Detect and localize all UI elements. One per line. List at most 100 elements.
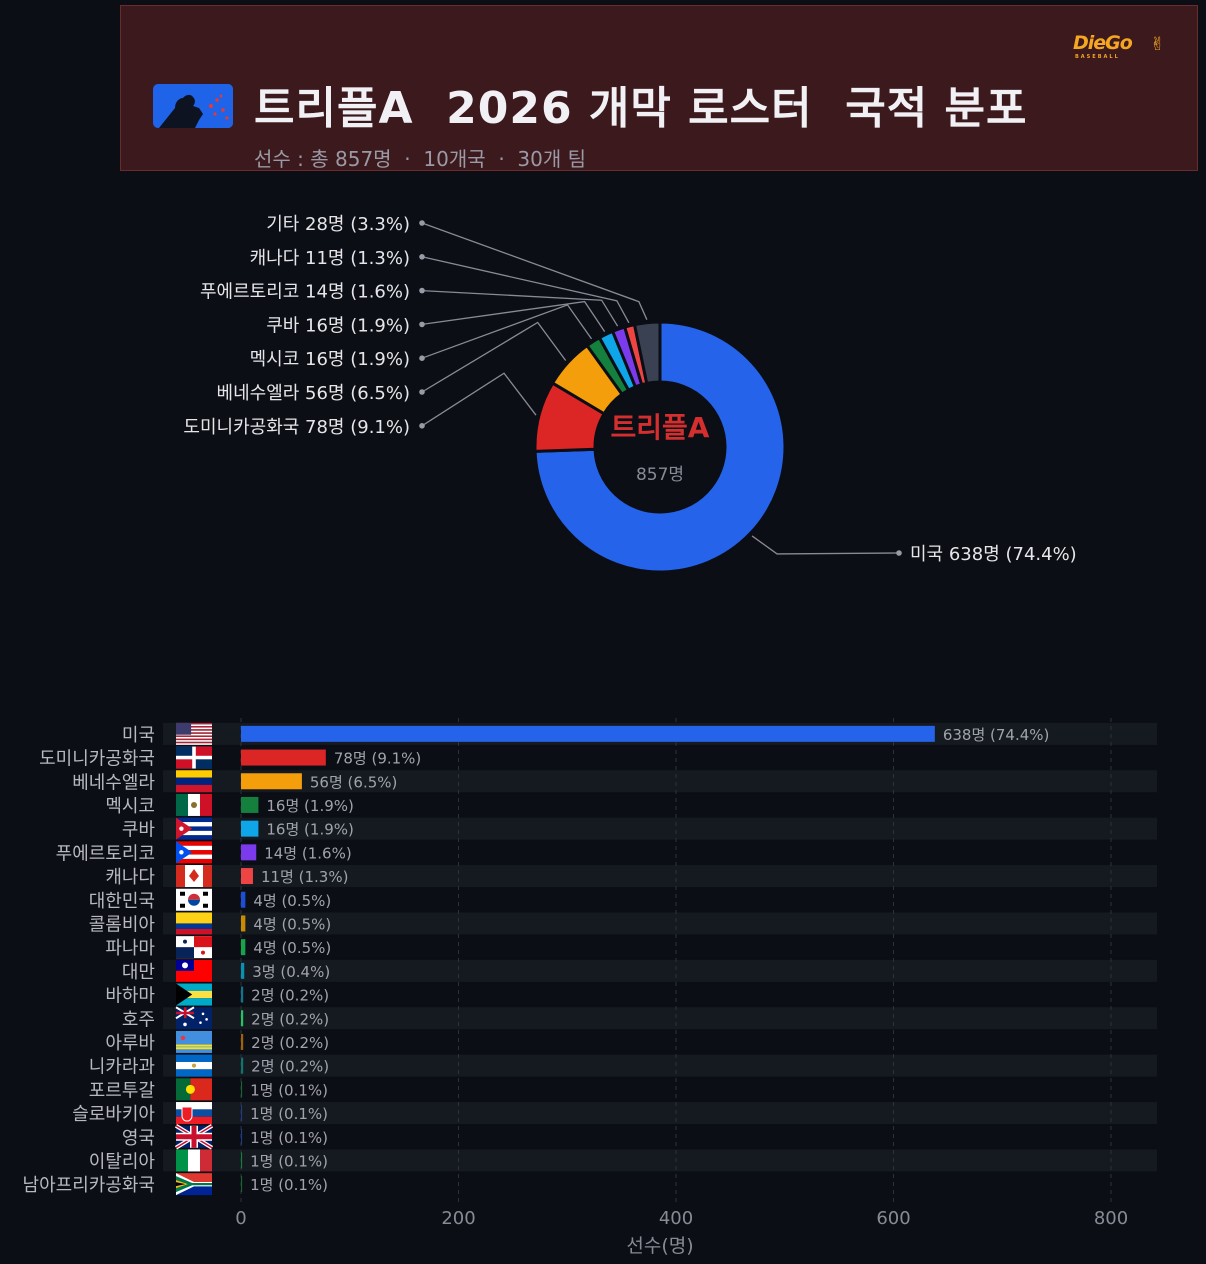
donut-leader-line — [421, 289, 619, 327]
bar-row-band — [163, 1125, 1157, 1148]
bar-value-label: 638명 (74.4%) — [943, 726, 1050, 744]
brand-subtitle: BASEBALL — [1075, 54, 1120, 60]
brand-name: DieGo — [1073, 32, 1133, 54]
bar-row-band — [163, 865, 1157, 888]
y-tick-label: 대만 — [122, 962, 155, 983]
bar — [241, 749, 326, 766]
bar — [241, 844, 257, 861]
bar — [241, 820, 259, 837]
flag-italy-icon — [176, 1149, 212, 1172]
donut-leader-line — [421, 372, 537, 427]
flag-panama-icon — [176, 936, 212, 959]
x-tick-label: 800 — [1094, 1208, 1128, 1229]
flag-canada-icon — [176, 865, 212, 888]
donut-leader-line — [421, 222, 648, 320]
bar-row-band — [163, 983, 1157, 1006]
brand-logo: DieGo BASEBALL ✌ — [1073, 32, 1173, 64]
y-tick-label: 대한민국 — [89, 891, 155, 912]
bar — [241, 1081, 243, 1098]
bar-value-label: 3명 (0.4%) — [252, 963, 330, 981]
donut-leader-dot — [419, 423, 425, 429]
y-tick-label: 파나마 — [105, 938, 155, 959]
bar-value-label: 2명 (0.2%) — [251, 1010, 329, 1028]
bar-row-band — [163, 841, 1157, 864]
donut-label: 쿠바 16명 (1.9%) — [266, 315, 410, 336]
mlb-batter-logo — [153, 84, 233, 128]
x-axis-label: 선수(명) — [626, 1235, 693, 1257]
bar — [241, 939, 246, 956]
bar — [241, 1152, 243, 1169]
donut-label: 멕시코 16명 (1.9%) — [250, 349, 410, 370]
flag-aruba-icon — [176, 1030, 212, 1053]
donut-label: 캐나다 11명 (1.3%) — [250, 248, 410, 269]
donut-leader-line — [421, 300, 606, 332]
bar-value-label: 2명 (0.2%) — [251, 1058, 329, 1076]
bar-value-label: 4명 (0.5%) — [253, 939, 331, 957]
page-subtitle: 선수 : 총 857명 · 10개국 · 30개 팀 — [254, 147, 587, 171]
bar-row-band — [163, 959, 1157, 982]
page-title: 트리플A 2026 개막 로스터 국적 분포 — [254, 83, 1028, 134]
bar-chart: 미국 638명 (74.4%) 도미니카공화국 78명 (9.1%) 베네수엘라 56명 … — [23, 718, 1157, 1257]
y-tick-label: 바하마 — [105, 986, 155, 1007]
bar-value-label: 2명 (0.2%) — [251, 987, 329, 1005]
donut-leader-dot — [419, 355, 425, 362]
bar — [241, 915, 246, 932]
flag-usa-icon — [176, 722, 212, 745]
flag-colombia-icon — [176, 912, 212, 935]
bar-row-band — [163, 936, 1157, 959]
donut-slice-0 — [533, 320, 787, 574]
bar-value-label: 1명 (0.1%) — [250, 1081, 328, 1099]
donut-labels: 기타 28명 (3.3%) 캐나다 11명 (1.3%) 푸에르토리코 14명 (1… — [183, 214, 1076, 565]
flag-taiwan-icon — [176, 959, 212, 982]
flag-dominican-republic-icon — [176, 746, 212, 769]
bar-value-label: 56명 (6.5%) — [310, 773, 397, 791]
bar — [241, 1176, 243, 1193]
y-tick-label: 멕시코 — [105, 796, 155, 817]
bar-row-band — [163, 1149, 1157, 1172]
flag-united-kingdom-icon — [174, 1124, 214, 1150]
bar-marks: 미국 638명 (74.4%) 도미니카공화국 78명 (9.1%) 베네수엘라 56명 … — [23, 722, 1050, 1196]
bar — [241, 891, 246, 908]
flag-south-korea-icon — [176, 888, 212, 911]
y-tick-label: 콜롬비아 — [89, 914, 156, 935]
flag-mexico-icon — [176, 793, 212, 816]
bar-value-label: 4명 (0.5%) — [253, 892, 331, 910]
bar-value-label: 16명 (1.9%) — [266, 821, 353, 839]
donut-label: 미국 638명 (74.4%) — [910, 544, 1077, 565]
y-tick-label: 남아프리카공화국 — [23, 1175, 155, 1196]
bar — [241, 1057, 244, 1074]
y-tick-label: 니카라과 — [89, 1057, 155, 1078]
bar-row-band — [163, 793, 1157, 816]
donut-leader-line — [751, 535, 900, 555]
bar-row-band — [163, 1030, 1157, 1053]
flag-portugal-icon — [176, 1078, 212, 1101]
bar — [241, 796, 259, 813]
bar — [241, 773, 302, 790]
flag-australia-icon — [175, 1006, 212, 1030]
bar-rows — [163, 722, 1157, 1196]
bar-row-band — [163, 1007, 1157, 1030]
donut-leader-dot — [419, 389, 425, 395]
y-tick-label: 베네수엘라 — [72, 772, 155, 793]
bar-row-band — [163, 770, 1157, 793]
bar-value-label: 78명 (9.1%) — [334, 750, 421, 768]
flag-cuba-icon — [176, 817, 212, 840]
bar-value-label: 1명 (0.1%) — [250, 1129, 328, 1147]
donut-leader-dot — [419, 321, 425, 328]
donut-leader-dot — [896, 550, 902, 556]
y-tick-label: 슬로바키아 — [72, 1104, 155, 1125]
bar-value-label: 11명 (1.3%) — [261, 868, 348, 886]
bar — [241, 725, 935, 742]
flag-south-africa-icon — [176, 1173, 212, 1196]
bar-value-label: 14명 (1.6%) — [264, 844, 351, 862]
donut-chart: 기타 28명 (3.3%) 캐나다 11명 (1.3%) 푸에르토리코 14명 (1… — [183, 214, 1077, 574]
y-tick-label: 캐나다 — [105, 867, 155, 888]
bar-value-label: 1명 (0.1%) — [250, 1152, 328, 1170]
donut-leader-dot — [419, 220, 425, 226]
bar — [241, 1128, 243, 1145]
donut-label: 기타 28명 (3.3%) — [266, 214, 410, 235]
donut-leader-line — [421, 304, 593, 359]
bar-value-label: 2명 (0.2%) — [251, 1034, 329, 1052]
bar-value-label: 16명 (1.9%) — [266, 797, 353, 815]
donut-slices — [533, 320, 787, 574]
